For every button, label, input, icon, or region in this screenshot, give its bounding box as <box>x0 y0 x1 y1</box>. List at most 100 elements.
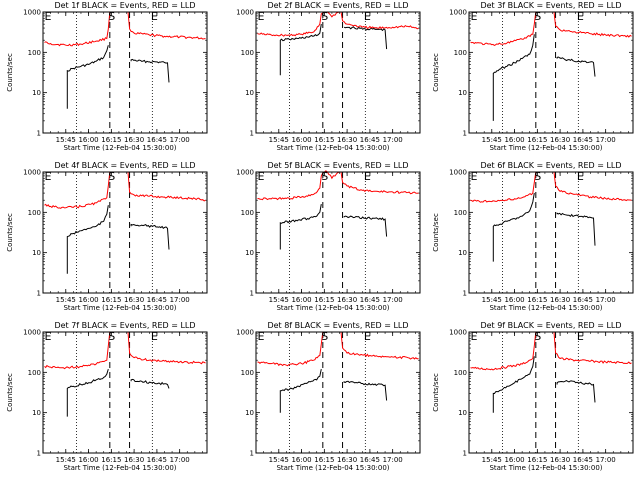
x-tick-label: 17:00 <box>170 136 190 144</box>
interval-marker-S: S <box>108 10 115 23</box>
events-series-line <box>556 380 596 403</box>
events-series-line <box>130 378 170 389</box>
x-tick-label: 16:45 <box>360 136 380 144</box>
interval-marker-E: E <box>258 330 265 343</box>
x-tick-label: 16:30 <box>337 456 357 464</box>
x-tick-label: 16:00 <box>78 456 98 464</box>
x-tick-label: 16:45 <box>147 136 167 144</box>
lld-series-line <box>127 331 206 365</box>
events-series-line <box>343 26 388 50</box>
x-tick-label: 15:45 <box>269 456 289 464</box>
x-tick-label: 16:15 <box>527 456 547 464</box>
detector-panel-9: Det 9f BLACK = Events, RED = LLD Counts/s… <box>432 321 634 472</box>
y-tick-label: 1 <box>37 130 41 138</box>
x-tick-label: 16:30 <box>550 136 570 144</box>
panel-title: Det 7f BLACK = Events, RED = LLD <box>54 321 195 330</box>
y-tick-label: 1000 <box>236 329 254 337</box>
lld-series-line <box>553 11 632 38</box>
y-axis-label: Counts/sec <box>6 53 14 92</box>
y-tick-label: 100 <box>28 209 41 217</box>
panel-title: Det 6f BLACK = Events, RED = LLD <box>480 161 621 170</box>
x-tick-label: 17:00 <box>596 456 616 464</box>
x-tick-label: 16:00 <box>504 456 524 464</box>
events-series-line <box>279 368 322 413</box>
x-tick-label: 16:45 <box>360 456 380 464</box>
interval-marker-S: S <box>534 10 541 23</box>
lld-series-line <box>44 11 111 47</box>
x-tick-label: 15:45 <box>482 296 502 304</box>
interval-marker-S: S <box>534 330 541 343</box>
lld-series-line <box>127 171 206 202</box>
y-tick-label: 10 <box>32 89 41 97</box>
x-axis-label: Start Time (12-Feb-04 15:30:00) <box>489 144 602 152</box>
events-series-line <box>279 24 322 76</box>
x-axis-label: Start Time (12-Feb-04 15:30:00) <box>63 464 176 472</box>
detector-panel-4: Det 4f BLACK = Events, RED = LLD Counts/s… <box>6 161 208 312</box>
x-tick-label: 15:45 <box>56 296 76 304</box>
interval-marker-E: E <box>258 170 265 183</box>
detector-panel-1: Det 1f BLACK = Events, RED = LLD Counts/s… <box>6 1 208 152</box>
x-axis-label: Start Time (12-Feb-04 15:30:00) <box>276 144 389 152</box>
events-series-line <box>556 212 596 246</box>
y-axis-label: Counts/sec <box>6 213 14 252</box>
x-tick-label: 16:30 <box>550 296 570 304</box>
y-axis-label: Counts/sec <box>432 53 440 92</box>
interval-marker-E: E <box>258 10 265 23</box>
y-tick-label: 1000 <box>449 169 467 177</box>
x-tick-label: 16:00 <box>504 136 524 144</box>
x-tick-label: 16:00 <box>504 296 524 304</box>
lld-series-line <box>553 171 632 202</box>
y-tick-label: 10 <box>245 89 254 97</box>
y-tick-label: 1 <box>250 290 254 298</box>
x-tick-label: 17:00 <box>596 136 616 144</box>
lld-series-line <box>340 331 419 360</box>
y-tick-label: 10 <box>245 249 254 257</box>
y-tick-label: 10 <box>245 409 254 417</box>
y-tick-label: 1 <box>37 290 41 298</box>
y-tick-label: 1000 <box>449 9 467 17</box>
x-tick-label: 17:00 <box>170 296 190 304</box>
y-tick-label: 1000 <box>449 329 467 337</box>
plot-frame <box>468 171 634 294</box>
y-tick-label: 100 <box>241 209 254 217</box>
events-series-line <box>279 204 322 250</box>
events-series-line <box>492 34 535 121</box>
x-tick-label: 16:30 <box>124 136 144 144</box>
y-tick-label: 10 <box>458 89 467 97</box>
y-tick-label: 1000 <box>23 169 41 177</box>
interval-marker-E: E <box>45 330 52 343</box>
lld-series-line <box>470 171 537 203</box>
x-tick-label: 16:30 <box>550 456 570 464</box>
plot-frame <box>42 171 208 294</box>
x-tick-label: 16:15 <box>314 456 334 464</box>
x-tick-label: 16:15 <box>101 296 121 304</box>
interval-marker-S: S <box>321 330 328 343</box>
lld-series-line <box>470 11 537 46</box>
interval-marker-S: S <box>321 170 328 183</box>
interval-marker-E: E <box>364 330 371 343</box>
x-tick-label: 17:00 <box>170 456 190 464</box>
x-axis-label: Start Time (12-Feb-04 15:30:00) <box>489 464 602 472</box>
x-tick-label: 16:45 <box>573 136 593 144</box>
lld-series-line <box>44 331 111 370</box>
interval-marker-E: E <box>151 330 158 343</box>
y-tick-label: 1 <box>463 290 467 298</box>
x-tick-label: 16:15 <box>314 136 334 144</box>
x-tick-label: 16:45 <box>573 456 593 464</box>
plot-frame <box>255 331 421 454</box>
x-tick-label: 16:15 <box>101 456 121 464</box>
x-tick-label: 17:00 <box>383 136 403 144</box>
interval-marker-E: E <box>151 170 158 183</box>
x-axis-label: Start Time (12-Feb-04 15:30:00) <box>276 464 389 472</box>
y-tick-label: 100 <box>241 49 254 57</box>
x-tick-label: 15:45 <box>56 136 76 144</box>
interval-marker-S: S <box>321 10 328 23</box>
x-tick-label: 15:45 <box>482 136 502 144</box>
interval-marker-S: S <box>108 330 115 343</box>
interval-marker-E: E <box>45 170 52 183</box>
detector-panel-7: Det 7f BLACK = Events, RED = LLD Counts/s… <box>6 321 208 472</box>
x-axis-label: Start Time (12-Feb-04 15:30:00) <box>63 144 176 152</box>
y-tick-label: 1000 <box>236 9 254 17</box>
x-tick-label: 16:30 <box>124 456 144 464</box>
lld-series-line <box>127 11 206 40</box>
